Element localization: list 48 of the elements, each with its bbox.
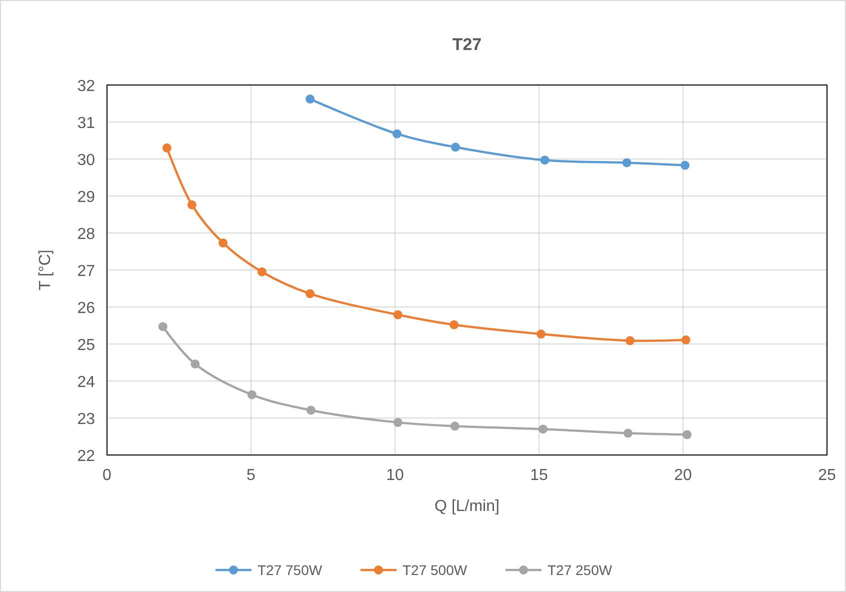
y-tick-label: 26: [77, 300, 96, 317]
point: [680, 160, 690, 170]
point: [623, 428, 632, 438]
point: [450, 142, 460, 152]
point: [257, 267, 266, 276]
y-tick-label: 27: [77, 263, 96, 280]
y-tick-label: 28: [77, 226, 96, 243]
point: [450, 422, 460, 431]
y-tick-label: 22: [77, 448, 96, 465]
point: [306, 406, 316, 415]
point: [187, 200, 196, 210]
point: [247, 390, 256, 400]
y-tick-label: 32: [77, 78, 96, 95]
point: [306, 289, 315, 298]
point: [538, 424, 548, 434]
point: [393, 310, 402, 320]
x-tick-label: 10: [386, 467, 404, 484]
x-tick-label: 25: [818, 467, 836, 484]
x-tick-label: 20: [674, 467, 692, 484]
x-tick-label: 5: [246, 467, 256, 484]
point: [158, 322, 168, 332]
y-tick-label: 30: [77, 152, 96, 169]
point: [682, 430, 692, 440]
y-tick-label: 25: [77, 337, 96, 354]
point: [392, 129, 402, 138]
y-tick-label: 29: [77, 189, 96, 206]
y-tick-label: 24: [77, 374, 96, 391]
point: [540, 156, 550, 165]
x-axis-title: Q [L/min]: [434, 498, 500, 515]
point: [218, 238, 228, 248]
legend-label: T27 500W: [402, 562, 468, 578]
legend-label: T27 750W: [258, 562, 323, 578]
y-tick-label: 23: [77, 411, 96, 428]
legend-label: T27 250W: [548, 562, 613, 578]
x-tick-label: 0: [102, 467, 112, 484]
point: [190, 359, 200, 368]
x-tick-label: 15: [530, 467, 548, 484]
point: [162, 143, 172, 152]
point: [626, 336, 635, 346]
point: [306, 94, 315, 104]
y-tick-label: 31: [77, 115, 96, 132]
point: [622, 158, 632, 168]
point: [536, 330, 546, 339]
y-axis-title: T [°C]: [37, 250, 54, 290]
chart-title: T27: [452, 35, 482, 54]
point: [450, 320, 459, 330]
point: [681, 335, 690, 344]
point: [393, 418, 402, 427]
